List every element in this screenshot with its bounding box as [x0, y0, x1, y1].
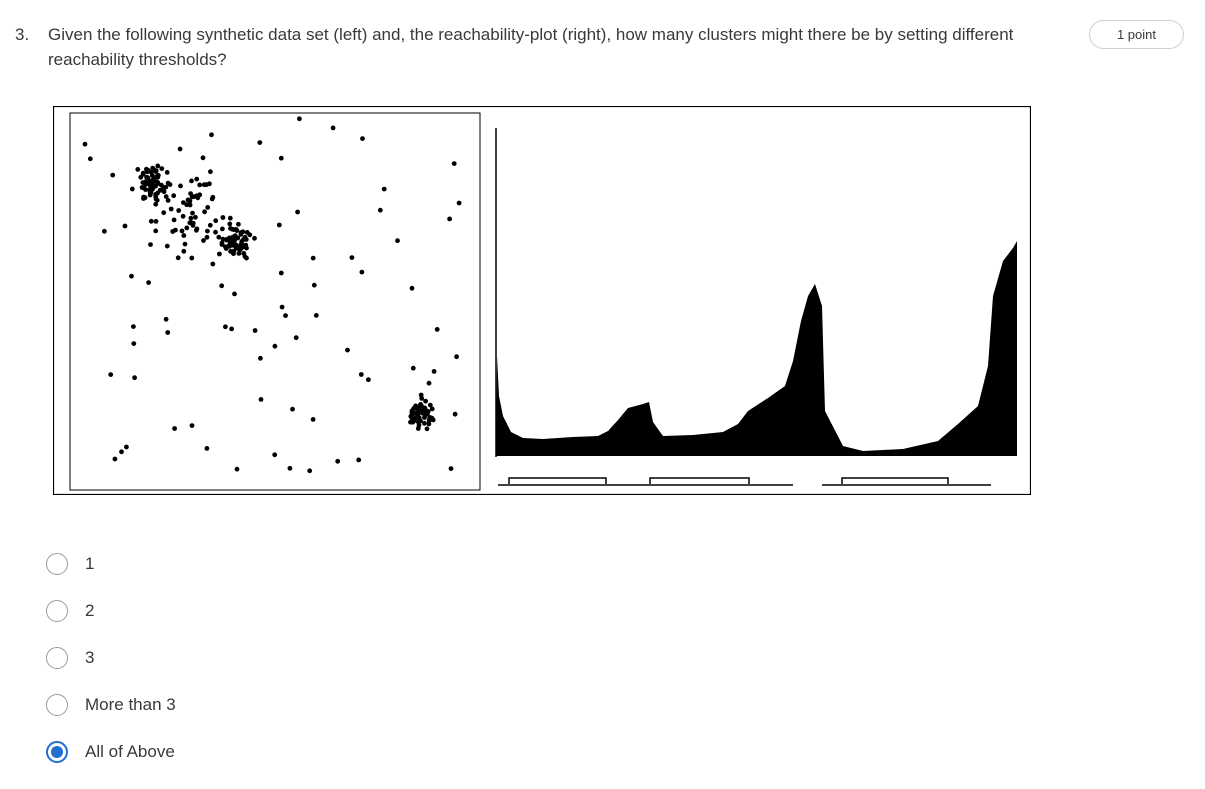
cluster-brackets: [498, 477, 991, 486]
option-4[interactable]: More than 3: [46, 692, 176, 718]
reachability-plot-image: [495, 128, 1017, 486]
option-5[interactable]: All of Above: [46, 739, 175, 765]
radio-selected-icon[interactable]: [46, 741, 68, 763]
option-label: 2: [85, 601, 95, 620]
question-number: 3.: [15, 25, 30, 44]
radio-unselected-icon[interactable]: [46, 647, 68, 669]
points-badge: 1 point: [1089, 20, 1184, 49]
radio-unselected-icon[interactable]: [46, 694, 68, 716]
option-label: 1: [85, 554, 95, 573]
question-figure: [53, 106, 1031, 495]
option-label: 3: [85, 648, 95, 667]
option-3[interactable]: 3: [46, 645, 94, 671]
radio-unselected-icon[interactable]: [46, 600, 68, 622]
scatter-plot-image: [69, 112, 481, 491]
option-1[interactable]: 1: [46, 551, 94, 577]
option-label: All of Above: [85, 742, 175, 761]
option-2[interactable]: 2: [46, 598, 94, 624]
radio-dot-icon: [51, 746, 63, 758]
radio-unselected-icon[interactable]: [46, 553, 68, 575]
option-label: More than 3: [85, 695, 176, 714]
question-text: Given the following synthetic data set (…: [48, 25, 1014, 69]
figure-svg: [53, 106, 1031, 495]
